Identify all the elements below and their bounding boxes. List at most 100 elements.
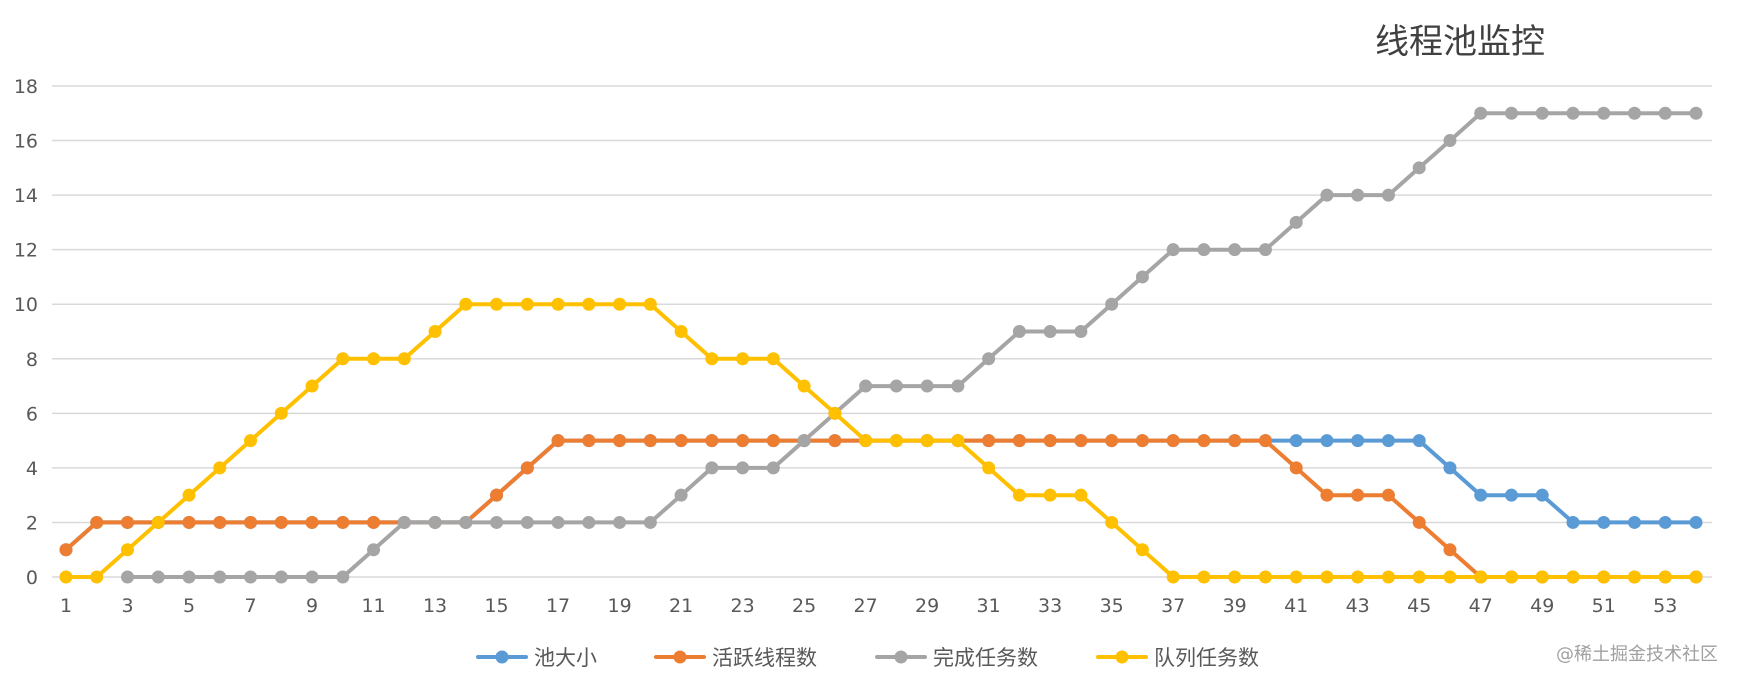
data-point — [1689, 515, 1703, 529]
data-point — [766, 352, 780, 366]
legend-item: 队列任务数 — [1096, 646, 1259, 670]
data-point — [828, 434, 842, 448]
data-point — [1597, 570, 1611, 584]
series-line — [64, 302, 1698, 579]
x-tick-label: 13 — [423, 595, 447, 617]
data-point — [736, 461, 750, 475]
legend-swatch-marker — [1115, 650, 1129, 664]
data-point — [613, 297, 627, 311]
x-tick-label: 27 — [854, 595, 878, 617]
x-tick-label: 43 — [1346, 595, 1370, 617]
data-point — [1535, 106, 1549, 120]
x-tick-label: 51 — [1592, 595, 1616, 617]
x-axis-ticks: 1 3 5 7 9 11 13 15 17 19 21 23 25 27 29 31 33 35 37 39 41 43 4… — [60, 595, 1677, 617]
x-tick-label: 15 — [484, 595, 508, 617]
data-point — [1443, 543, 1457, 557]
data-point — [490, 515, 504, 529]
data-point — [1043, 434, 1057, 448]
data-point — [643, 297, 657, 311]
data-point — [551, 297, 565, 311]
x-tick-label: 21 — [669, 595, 693, 617]
data-point — [613, 515, 627, 529]
data-point — [1474, 570, 1488, 584]
data-point — [151, 570, 165, 584]
data-point — [1412, 161, 1426, 175]
data-point — [951, 379, 965, 393]
gridlines — [52, 85, 1712, 578]
data-point — [1504, 106, 1518, 120]
data-point — [797, 434, 811, 448]
series-4 — [59, 297, 1703, 584]
y-tick-label: 12 — [14, 240, 38, 262]
y-tick-label: 8 — [26, 349, 38, 371]
data-point — [1627, 106, 1641, 120]
x-tick-label: 47 — [1469, 595, 1493, 617]
data-point — [1566, 570, 1580, 584]
data-point — [1228, 570, 1242, 584]
data-point — [1381, 434, 1395, 448]
x-tick-label: 29 — [915, 595, 939, 617]
data-point — [1105, 515, 1119, 529]
data-point — [613, 434, 627, 448]
data-point — [889, 434, 903, 448]
data-point — [1566, 106, 1580, 120]
x-tick-label: 11 — [361, 595, 385, 617]
data-point — [982, 434, 996, 448]
data-point — [797, 379, 811, 393]
data-point — [859, 379, 873, 393]
data-point — [705, 352, 719, 366]
data-point — [674, 325, 688, 338]
data-point — [1412, 570, 1426, 584]
data-point — [459, 515, 473, 529]
data-point — [705, 461, 719, 475]
data-point — [828, 406, 842, 420]
legend-swatch-marker — [894, 650, 908, 664]
data-point — [1166, 243, 1180, 257]
data-point — [1320, 570, 1334, 584]
series-2 — [59, 434, 1703, 584]
data-point — [643, 434, 657, 448]
data-point — [736, 434, 750, 448]
data-point — [1443, 570, 1457, 584]
data-point — [1258, 243, 1272, 257]
x-tick-label: 5 — [183, 595, 195, 617]
data-point — [1535, 570, 1549, 584]
data-point — [1627, 515, 1641, 529]
data-point — [397, 352, 411, 366]
data-point — [90, 515, 104, 529]
data-point — [1105, 297, 1119, 311]
data-point — [1535, 488, 1549, 502]
data-point — [274, 570, 288, 584]
data-point — [1689, 106, 1703, 120]
data-point — [1135, 434, 1149, 448]
data-point — [582, 515, 596, 529]
data-point — [674, 434, 688, 448]
data-point — [1289, 570, 1303, 584]
y-tick-label: 4 — [26, 458, 38, 480]
data-point — [1658, 570, 1672, 584]
data-point — [889, 379, 903, 393]
data-point — [1012, 488, 1026, 502]
y-tick-label: 2 — [26, 512, 38, 534]
data-point — [1289, 461, 1303, 475]
data-point — [920, 434, 934, 448]
data-point — [90, 570, 104, 584]
data-point — [244, 515, 258, 529]
y-tick-label: 18 — [14, 76, 38, 98]
data-point — [766, 461, 780, 475]
data-point — [982, 352, 996, 366]
series-line — [64, 438, 1698, 579]
data-point — [1443, 461, 1457, 475]
data-point — [1166, 434, 1180, 448]
data-point — [244, 434, 258, 448]
data-point — [520, 515, 534, 529]
data-point — [1074, 325, 1088, 338]
x-tick-label: 9 — [306, 595, 318, 617]
data-point — [182, 515, 196, 529]
data-point — [551, 515, 565, 529]
x-tick-label: 25 — [792, 595, 816, 617]
data-point — [520, 461, 534, 475]
chart-title: 线程池监控 — [1375, 22, 1545, 62]
y-tick-label: 10 — [14, 294, 38, 316]
data-point — [305, 515, 319, 529]
